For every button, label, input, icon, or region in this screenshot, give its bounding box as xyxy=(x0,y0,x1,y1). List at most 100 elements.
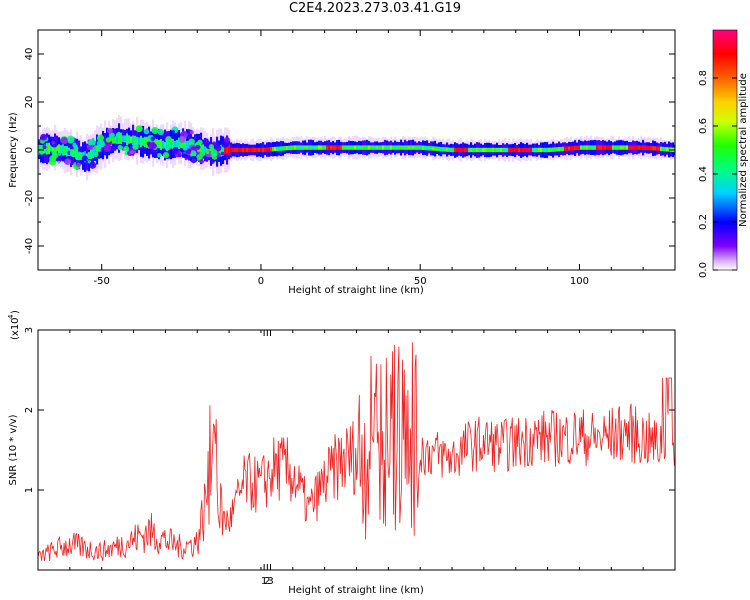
spectrogram-cell-core xyxy=(566,146,569,151)
spectrogram-cell-core xyxy=(44,144,47,154)
spectrogram-cell-core xyxy=(48,142,51,155)
spectrogram-cell-core xyxy=(244,147,247,153)
spectrogram-cell-core xyxy=(586,145,589,150)
colorbar-tick-label: 0.4 xyxy=(698,166,709,182)
spectrogram-blob xyxy=(189,130,194,135)
spectrogram-cell-core xyxy=(378,145,381,150)
spectrogram-cell-core xyxy=(400,145,403,150)
spectrogram-cell-core xyxy=(596,145,599,150)
spectrogram-xtick-label: 50 xyxy=(414,276,427,287)
spectrogram-cell-core xyxy=(458,147,461,153)
spectrogram-blob xyxy=(170,132,177,140)
spectrogram-cell-core xyxy=(134,135,137,146)
spectrogram-cell-core xyxy=(256,147,259,153)
spectrogram-cell-core xyxy=(466,147,469,153)
spectrogram-cell-core xyxy=(612,145,615,150)
snr-ytick-label: 3 xyxy=(24,327,35,333)
spectrogram-cell-core xyxy=(496,147,499,153)
spectrogram-cell-core xyxy=(558,147,561,152)
spectrogram-blob xyxy=(75,153,83,161)
spectrogram-cell-core xyxy=(242,147,245,153)
spectrogram-cell-core xyxy=(650,145,653,151)
spectrogram-cell-core xyxy=(314,145,317,150)
spectrogram-ytick-label: 20 xyxy=(24,96,35,109)
snr-multiplier-exp: 4 xyxy=(7,314,15,319)
colorbar-gradient xyxy=(713,30,737,270)
snr-ylabel: SNR (10 * v/v) xyxy=(8,414,19,485)
spectrogram-cell-core xyxy=(644,145,647,150)
spectrogram-cell-core xyxy=(422,145,425,150)
spectrogram-blob xyxy=(60,148,65,152)
spectrogram-cell-core xyxy=(618,145,621,150)
spectrogram-cell-core xyxy=(118,132,121,144)
spectrogram-cell-core xyxy=(460,147,463,153)
spectrogram-cell-core xyxy=(654,146,657,151)
spectrogram-blob xyxy=(76,141,81,146)
spectrogram-blob xyxy=(96,139,105,148)
spectrogram-cell-core xyxy=(656,146,659,151)
spectrogram-cell-core xyxy=(622,145,625,150)
spectrogram-cell-core xyxy=(516,147,519,153)
spectrogram-cell-core xyxy=(518,147,521,153)
colorbar: 0.0 0.2 0.4 0.6 0.8 Normalized spectral ampl… xyxy=(698,29,749,278)
spectrogram-blob xyxy=(81,155,88,162)
spectrogram-cell-core xyxy=(662,146,665,152)
spectrogram-blob xyxy=(220,151,225,156)
colorbar-ticks: 0.0 0.2 0.4 0.6 0.8 xyxy=(698,70,737,278)
spectrogram-blob xyxy=(106,127,113,134)
snr-xlabel: Height of straight line (km) xyxy=(288,585,424,596)
colorbar-tick-label: 0.2 xyxy=(698,214,709,230)
spectrogram-cell-core xyxy=(590,145,593,150)
spectrogram-cell-core xyxy=(268,147,271,152)
spectrogram-cell-core xyxy=(156,139,159,149)
spectrogram-xlabel: Height of straight line (km) xyxy=(288,285,424,296)
spectrogram-cell-core xyxy=(576,145,579,151)
spectrogram-cell-core xyxy=(326,145,329,150)
spectrogram-cell-core xyxy=(238,147,241,153)
spectrogram-cell-core xyxy=(380,145,383,150)
spectrogram-cell-core xyxy=(42,145,45,154)
spectrogram-cell-core xyxy=(366,145,369,150)
spectrogram-blob xyxy=(150,136,155,141)
spectrogram-cell-core xyxy=(88,151,91,160)
spectrogram-cell-core xyxy=(112,137,115,144)
spectrogram-cell-core xyxy=(546,147,549,153)
spectrogram-cell-core xyxy=(188,141,191,149)
spectrogram-cell-core xyxy=(658,146,661,151)
spectrogram-cell-core xyxy=(606,145,609,150)
spectrogram-cell-core xyxy=(140,135,143,147)
spectrogram-blob xyxy=(180,132,185,137)
figure-title: C2E4.2023.273.03.41.G19 xyxy=(288,1,462,16)
spectrogram-blob xyxy=(185,148,192,155)
spectrogram-ytick-label: 0 xyxy=(24,147,35,153)
spectrogram-cell-core xyxy=(248,147,251,153)
spectrogram-cell-core xyxy=(50,144,53,152)
spectrogram-cell-core xyxy=(556,147,559,152)
spectrogram-cell-core xyxy=(534,147,537,153)
spectrogram-cell-core xyxy=(630,145,633,150)
spectrogram-cell-core xyxy=(280,146,283,151)
spectrogram-cell-core xyxy=(174,140,177,148)
spectrogram-cell-core xyxy=(258,147,261,153)
spectrogram-cell-core xyxy=(316,145,319,150)
spectrogram-blob xyxy=(51,149,58,156)
spectrogram-cell-core xyxy=(356,145,359,150)
spectrogram-cell-core xyxy=(130,136,133,144)
spectrogram-cell-core xyxy=(402,145,405,150)
spectrogram-cell-core xyxy=(454,147,457,153)
spectrogram-cell-core xyxy=(358,145,361,150)
spectrogram-cell-core xyxy=(176,139,179,148)
spectrogram-cell-core xyxy=(628,145,631,150)
spectrogram-cell-core xyxy=(384,145,387,150)
spectrogram-cell-core xyxy=(564,146,567,151)
spectrogram-cell-core xyxy=(512,147,515,153)
spectrogram-blob xyxy=(151,143,157,149)
spectrogram-cell-core xyxy=(524,147,527,153)
snr-multiplier-base: (x10 xyxy=(10,317,21,340)
spectrogram-cell-core xyxy=(334,145,337,150)
spectrogram-blob xyxy=(171,147,179,155)
spectrogram-cell-core xyxy=(500,147,503,153)
spectrogram-cell-core xyxy=(510,147,513,153)
spectrogram-cell-core xyxy=(410,145,413,150)
spectrogram-cell-core xyxy=(562,146,565,152)
